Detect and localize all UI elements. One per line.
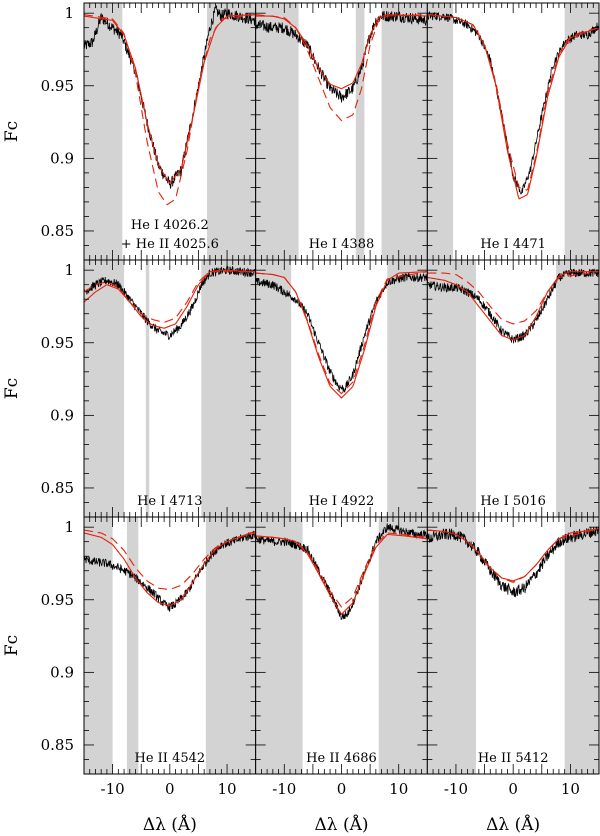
mask-region [126,517,139,774]
x-axis-title: Δλ (Å) [315,814,369,835]
y-tick-label: 0.9 [50,663,74,681]
y-tick-label: 0.95 [41,77,74,95]
model-solid-curve [427,271,599,341]
x-tick-label: 0 [165,780,175,798]
mask-region [427,260,476,517]
model-dashed-curve [427,271,600,325]
model-solid-curve [255,271,428,399]
model-solid-curve [255,14,428,90]
mask-region [84,260,125,517]
model-dashed-curve [84,271,256,323]
model-dashed-curve [84,14,256,206]
observed-spectrum [255,523,428,620]
panel-8: He II 4686 -10 0 10 Δλ (Å) [255,516,428,835]
panel-4: He I 4713 0.85 0.9 0.95 1 Fc [2,259,257,518]
model-solid-curve [84,269,256,329]
mask-region [355,3,365,260]
mask-region [84,3,123,260]
x-tick-label: 0 [508,780,518,798]
panel-label: He II 4686 [306,751,377,766]
panel-1: He I 4026.2 + He II 4025.6 0.85 0.9 0.95 1 Fc [2,2,257,261]
model-solid-curve [427,14,600,200]
x-tick-label: 10 [561,780,580,798]
y-tick-label: 0.9 [50,406,74,424]
x-tick-label: 10 [218,780,237,798]
observed-spectrum [84,530,256,613]
y-tick-label: 1 [64,261,74,279]
panel-label: He I 4922 [309,494,375,509]
y-axis-title: Fc [2,378,22,399]
mask-region [556,260,599,517]
mask-region [255,517,303,774]
observed-spectrum [427,526,600,598]
y-tick-label: 0.85 [41,222,74,240]
mask-region [207,3,256,260]
model-dashed-curve [255,14,428,122]
x-tick-label: -10 [101,780,125,798]
panel-label: + He II 4025.6 [121,237,219,252]
mask-region [381,3,428,260]
panel-7: He II 4542 0.85 0.9 0.95 1 Fc -10 0 10 Δλ (Å) [2,516,257,835]
x-tick-label: -10 [444,780,468,798]
mask-region [84,517,113,774]
y-axis-title: Fc [2,635,22,656]
observed-spectrum [255,10,428,103]
model-solid-curve [255,533,428,616]
x-tick-label: 0 [337,780,347,798]
mask-region [427,3,454,260]
panel-label: He I 4471 [480,237,546,252]
y-tick-label: 0.85 [41,736,74,754]
x-axis-title: Δλ (Å) [143,814,197,835]
panel-3: He I 4471 [426,2,600,261]
panel-6: He I 5016 [426,259,600,518]
panel-label: He II 5412 [478,751,549,766]
mask-region [255,260,292,517]
mask-region [378,517,428,774]
model-solid-curve [84,14,256,184]
y-axis-title: Fc [2,121,22,142]
mask-region [427,517,476,774]
mask-region [387,260,428,517]
panel-label: He I 4388 [309,237,375,252]
panel-label: He II 4542 [135,751,206,766]
mask-region [564,517,599,774]
mask-region [255,3,299,260]
mask-region [145,260,150,517]
panel-9: He II 5412 -10 0 10 Δλ (Å) [426,516,600,835]
panel-2: He I 4388 [255,2,428,261]
x-axis-title: Δλ (Å) [486,814,540,835]
panel-label: He I 4026.2 [131,218,209,233]
panel-label: He I 4713 [137,494,203,509]
y-tick-label: 0.85 [41,479,74,497]
mask-region [564,3,599,260]
x-tick-label: 10 [389,780,408,798]
y-tick-label: 1 [64,518,74,536]
model-solid-curve [427,528,600,582]
model-solid-curve [84,530,256,607]
panel-5: He I 4922 [255,259,428,518]
y-tick-label: 0.9 [50,149,74,167]
panel-label: He I 5016 [480,494,546,509]
y-tick-label: 0.95 [41,334,74,352]
y-tick-label: 0.95 [41,591,74,609]
mask-region [201,260,256,517]
x-tick-label: -10 [272,780,296,798]
y-tick-label: 1 [64,4,74,22]
mask-region [205,517,256,774]
